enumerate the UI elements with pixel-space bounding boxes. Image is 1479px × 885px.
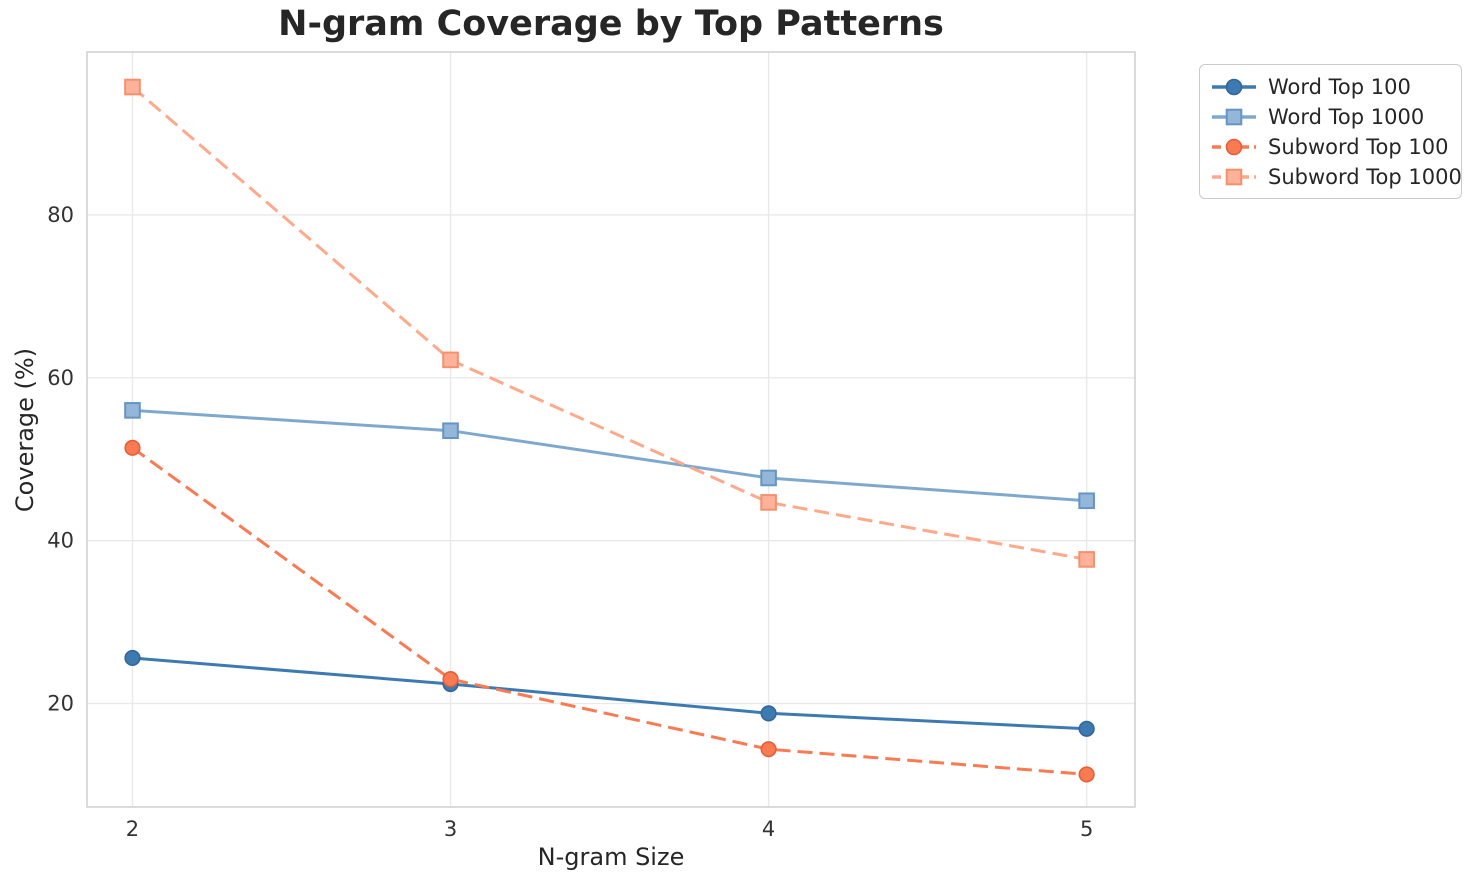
- legend-label: Subword Top 100: [1268, 134, 1449, 159]
- y-tick-label: 60: [47, 366, 74, 390]
- data-point-marker: [442, 422, 459, 440]
- y-tick-labels: 20 40 60 80: [47, 203, 74, 716]
- legend-item-word-top-100: Word Top 100: [1210, 73, 1451, 100]
- y-tick-label: 40: [47, 529, 74, 553]
- series-subword-top-100: [124, 439, 1095, 783]
- data-point-marker: [124, 78, 141, 96]
- legend-sample-line-icon: [1212, 108, 1256, 125]
- legend-label: Word Top 1000: [1268, 104, 1425, 129]
- series-word-top-1000: [124, 402, 1095, 510]
- x-tick-labels: 2 3 4 5: [126, 817, 1094, 841]
- data-point-marker: [760, 494, 777, 511]
- series-line: [131, 446, 1087, 776]
- series-subword-top-1000: [124, 78, 1095, 568]
- data-point-marker: [442, 351, 459, 369]
- x-tick-label: 4: [762, 817, 775, 841]
- y-tick-label: 20: [47, 692, 74, 716]
- legend-item-subword-top-100: Subword Top 100: [1210, 133, 1451, 160]
- data-point-marker: [760, 469, 777, 487]
- data-point-marker: [442, 671, 459, 688]
- legend-marker: [1225, 168, 1243, 185]
- y-axis-label: Coverage (%): [8, 52, 42, 807]
- series-line: [132, 656, 1087, 731]
- y-axis-label-text: Coverage (%): [11, 347, 39, 512]
- series-line: [132, 408, 1087, 503]
- legend-item-word-top-1000: Word Top 1000: [1210, 103, 1451, 130]
- data-point-marker: [124, 439, 141, 456]
- data-point-marker: [124, 649, 141, 667]
- legend-label: Word Top 100: [1268, 74, 1411, 99]
- legend: Word Top 100 Word Top 1000 Subword Top 1…: [1199, 64, 1462, 199]
- data-point-marker: [1078, 720, 1095, 737]
- data-point-marker: [1078, 766, 1095, 783]
- data-point-marker: [124, 402, 141, 419]
- grid: [87, 52, 1135, 807]
- legend-sample-line-icon: [1212, 138, 1256, 155]
- series-line: [131, 85, 1087, 561]
- x-tick-label: 3: [444, 817, 457, 841]
- y-tick-label: 80: [47, 203, 74, 227]
- legend-marker: [1225, 108, 1243, 125]
- plot-border: [86, 51, 1136, 808]
- chart-title: N-gram Coverage by Top Patterns: [278, 4, 944, 44]
- legend-label: Subword Top 1000: [1268, 164, 1462, 189]
- legend-sample-line-icon: [1212, 168, 1256, 185]
- x-tick-label: 2: [126, 817, 139, 841]
- x-axis-label: N-gram Size: [537, 843, 685, 871]
- legend-sample-line-icon: [1212, 78, 1256, 95]
- data-point-marker: [760, 741, 777, 758]
- data-point-marker: [760, 705, 777, 722]
- series-word-top-100: [124, 649, 1095, 737]
- legend-marker: [1225, 138, 1243, 155]
- x-tick-label: 5: [1080, 817, 1093, 841]
- data-point-marker: [1078, 551, 1095, 568]
- legend-item-subword-top-1000: Subword Top 1000: [1210, 163, 1462, 190]
- data-point-marker: [1078, 492, 1095, 510]
- legend-marker: [1225, 78, 1243, 95]
